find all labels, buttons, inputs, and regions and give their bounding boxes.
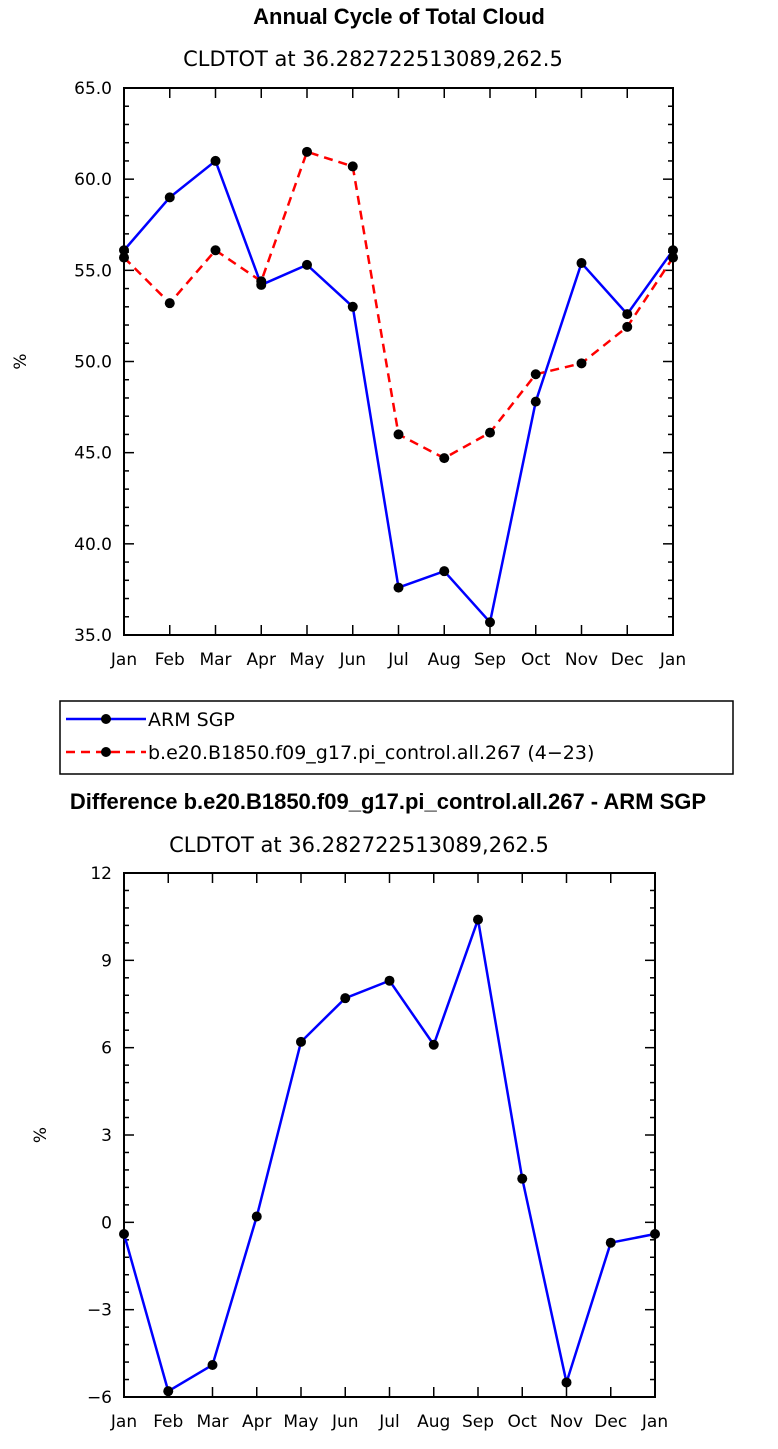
- series-0-point: [302, 259, 312, 270]
- series-0-point: [296, 1036, 306, 1047]
- x-tick-label: Aug: [417, 1412, 450, 1432]
- legend-marker-arm: [101, 714, 111, 724]
- series-0-point: [517, 1173, 528, 1184]
- x-tick-label: Dec: [611, 650, 644, 670]
- series-0-point: [650, 1228, 660, 1239]
- series-1-point: [439, 453, 450, 464]
- y-tick-label: 55.0: [74, 261, 112, 281]
- y-axis-label: %: [11, 353, 31, 369]
- series-1-point: [119, 252, 129, 263]
- legend: ARM SGP b.e20.B1850.f09_g17.pi_control.a…: [59, 700, 734, 775]
- x-tick-label: Oct: [521, 650, 551, 670]
- series-0-point: [163, 1386, 174, 1397]
- legend-label-model: b.e20.B1850.f09_g17.pi_control.all.267 (…: [148, 742, 594, 764]
- series-0-point: [428, 1039, 439, 1050]
- series-0-point: [473, 914, 483, 925]
- series-0-point: [119, 245, 129, 256]
- x-tick-label: Mar: [196, 1412, 228, 1432]
- x-tick-label: May: [289, 650, 324, 670]
- series-1-point: [210, 245, 221, 256]
- x-tick-label: May: [283, 1412, 318, 1432]
- series-line-1: [123, 150, 675, 460]
- x-tick-label: Jan: [659, 650, 686, 670]
- series-0-point: [576, 258, 587, 269]
- series-0-point: [347, 301, 358, 312]
- series-1-point: [256, 276, 267, 287]
- series-0-point: [439, 566, 450, 577]
- series-0-point: [164, 192, 175, 203]
- x-tick-label: Jan: [110, 650, 137, 670]
- chart1-plot: 35.0 40.0 45.0 50.0 55.0 60.0 65.0 Jan Feb Mar Apr…: [11, 79, 686, 670]
- series-0-point: [668, 245, 678, 256]
- y-tick-label: 60.0: [74, 170, 112, 190]
- series-1-point: [347, 161, 358, 172]
- series-0-point: [530, 396, 541, 407]
- chart2-plot: −6 −3 0 3 6 9 12 Jan Feb Mar Apr May Jun Jul Aug Sep Oct…: [31, 864, 668, 1432]
- series-0-point: [251, 1211, 262, 1222]
- x-tick-label: Oct: [508, 1412, 538, 1432]
- series-1-point: [164, 298, 175, 309]
- legend-box: [59, 700, 734, 775]
- series-1-point: [576, 358, 587, 369]
- series-line-0: [122, 914, 656, 1394]
- chart1-frame: [123, 87, 674, 636]
- x-tick-label: Mar: [199, 650, 231, 670]
- series-0-point: [485, 617, 495, 628]
- legend-label-arm: ARM SGP: [148, 709, 235, 731]
- x-tick-label: Nov: [550, 1412, 583, 1432]
- x-tick-label: Jul: [387, 650, 409, 670]
- y-tick-label: 65.0: [74, 79, 112, 99]
- series-line-0: [123, 158, 675, 625]
- y-tick-label: 35.0: [74, 626, 112, 646]
- series-1-point: [530, 369, 541, 380]
- chart2-title: Difference b.e20.B1850.f09_g17.pi_contro…: [70, 789, 706, 814]
- x-tick-label: Jul: [378, 1412, 400, 1432]
- x-tick-label: Sep: [462, 1412, 494, 1432]
- y-tick-label: 0: [101, 1213, 112, 1233]
- y-tick-label: −6: [87, 1388, 112, 1408]
- series-1-point: [622, 321, 633, 332]
- y-tick-label: 9: [101, 951, 112, 971]
- series-0-point: [340, 993, 351, 1004]
- y-tick-label: 12: [90, 864, 112, 884]
- chart1-subtitle: CLDTOT at 36.282722513089,262.5: [183, 47, 563, 71]
- x-tick-label: Jun: [338, 650, 366, 670]
- chart2-subtitle: CLDTOT at 36.282722513089,262.5: [169, 833, 549, 857]
- y-tick-label: 45.0: [74, 444, 112, 464]
- y-tick-label: −3: [87, 1301, 112, 1321]
- y-tick-label: 3: [101, 1126, 112, 1146]
- x-tick-label: Nov: [565, 650, 598, 670]
- y-tick-label: 50.0: [74, 353, 112, 373]
- y-tick-label: 6: [101, 1039, 112, 1059]
- y-axis-label: %: [31, 1127, 51, 1143]
- series-0-point: [384, 975, 395, 986]
- series-0-point: [210, 155, 221, 166]
- chart2-frame: [123, 872, 656, 1398]
- series-0-point: [622, 309, 633, 320]
- series-0-point: [207, 1359, 218, 1370]
- series-1-point: [668, 252, 678, 263]
- series-0-point: [393, 582, 404, 593]
- legend-marker-model: [101, 747, 111, 757]
- x-tick-label: Aug: [428, 650, 461, 670]
- x-tick-label: Jun: [331, 1412, 359, 1432]
- y-tick-label: 40.0: [74, 535, 112, 555]
- x-tick-label: Feb: [153, 1412, 183, 1432]
- x-tick-label: Apr: [247, 650, 276, 670]
- x-tick-label: Jan: [110, 1412, 137, 1432]
- chart1-title: Annual Cycle of Total Cloud: [253, 4, 545, 29]
- series-1-point: [302, 146, 312, 157]
- x-tick-label: Apr: [242, 1412, 271, 1432]
- series-0-point: [605, 1237, 616, 1248]
- x-tick-label: Feb: [155, 650, 185, 670]
- x-tick-label: Sep: [474, 650, 506, 670]
- series-1-point: [393, 429, 404, 440]
- series-0-point: [119, 1228, 129, 1239]
- x-tick-label: Dec: [594, 1412, 627, 1432]
- series-1-point: [485, 427, 495, 438]
- x-tick-label: Jan: [641, 1412, 668, 1432]
- series-0-point: [561, 1377, 572, 1388]
